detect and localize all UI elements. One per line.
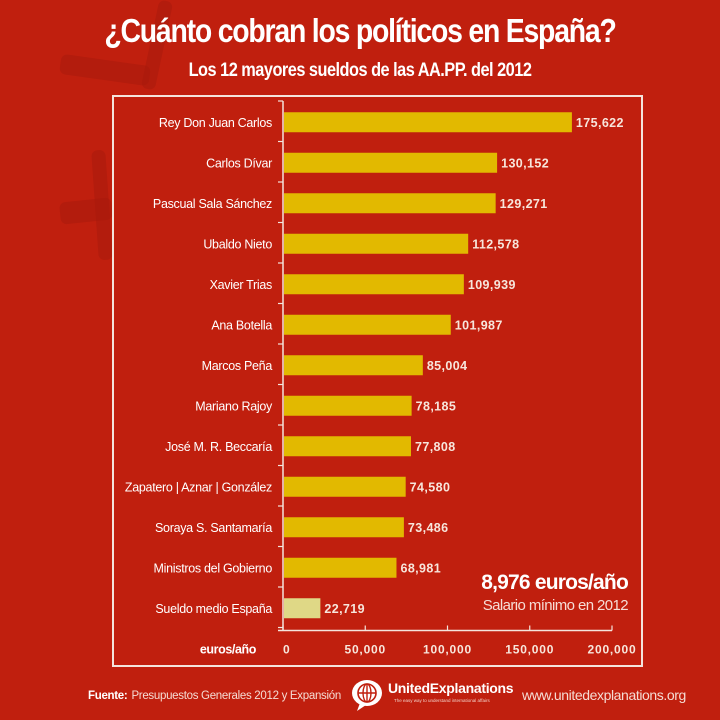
value-label: 22,719: [324, 602, 365, 616]
source-text: Presupuestos Generales 2012 y Expansión: [131, 690, 341, 702]
category-label: Carlos Dívar: [206, 156, 272, 170]
value-label: 78,185: [416, 399, 457, 413]
value-label: 73,486: [408, 521, 449, 535]
page-subtitle: Los 12 mayores sueldos de las AA.PP. del…: [188, 60, 532, 81]
category-label: Ubaldo Nieto: [203, 237, 272, 251]
x-tick-label: 150,000: [505, 643, 554, 657]
bar: [284, 112, 572, 133]
category-label: Rey Don Juan Carlos: [159, 116, 272, 130]
source-label: Fuente:: [88, 690, 128, 702]
category-label: Zapatero | Aznar | González: [125, 480, 272, 494]
category-label: Marcos Peña: [202, 359, 273, 373]
category-label: Ana Botella: [211, 318, 272, 332]
category-label: Xavier Trias: [210, 278, 272, 292]
bar: [284, 355, 423, 376]
value-label: 109,939: [468, 278, 516, 292]
category-label: Ministros del Gobierno: [154, 561, 273, 575]
value-label: 74,580: [410, 480, 451, 494]
bar: [284, 314, 451, 335]
logo-name: UnitedExplanations: [388, 680, 514, 696]
value-label: 129,271: [500, 197, 548, 211]
value-label: 85,004: [427, 359, 468, 373]
minimum-wage-value: 8,976 euros/año: [481, 571, 629, 594]
category-label: Soraya S. Santamaría: [155, 521, 272, 535]
value-label: 68,981: [400, 561, 441, 575]
bar: [284, 557, 397, 578]
category-label: Sueldo medio España: [155, 602, 272, 616]
x-tick-label: 50,000: [344, 643, 386, 657]
bar: [284, 598, 321, 619]
minimum-wage-label: Salario mínimo en 2012: [482, 597, 629, 614]
page-title: ¿Cuánto cobran los políticos en España?: [104, 12, 616, 49]
bar: [284, 436, 411, 457]
x-axis-label: euros/año: [200, 643, 257, 657]
bar: [284, 193, 496, 214]
category-label: José M. R. Beccaría: [165, 440, 272, 454]
chart-frame: [112, 95, 643, 667]
bar: [284, 274, 464, 295]
bar: [284, 395, 412, 416]
value-label: 112,578: [472, 237, 519, 251]
bar: [284, 152, 498, 173]
bar: [284, 233, 469, 254]
x-tick-label: 100,000: [423, 643, 472, 657]
source-note: Fuente: Presupuestos Generales 2012 y Exp…: [88, 690, 341, 702]
bar: [284, 476, 406, 497]
globe-speech-bubble-icon: [352, 680, 382, 711]
x-tick-label: 0: [283, 643, 290, 657]
value-label: 77,808: [415, 440, 456, 454]
value-label: 101,987: [455, 318, 503, 332]
logo-tagline: The easy way to understand international…: [394, 698, 490, 703]
bar: [284, 517, 404, 538]
website-link[interactable]: www.unitedexplanations.org: [522, 687, 686, 703]
x-tick-label: 200,000: [588, 643, 637, 657]
unitedexplanations-logo[interactable]: UnitedExplanations The easy way to under…: [350, 678, 514, 712]
value-label: 175,622: [576, 116, 624, 130]
category-label: Mariano Rajoy: [195, 399, 273, 413]
category-label: Pascual Sala Sánchez: [153, 197, 272, 211]
value-label: 130,152: [501, 156, 549, 170]
